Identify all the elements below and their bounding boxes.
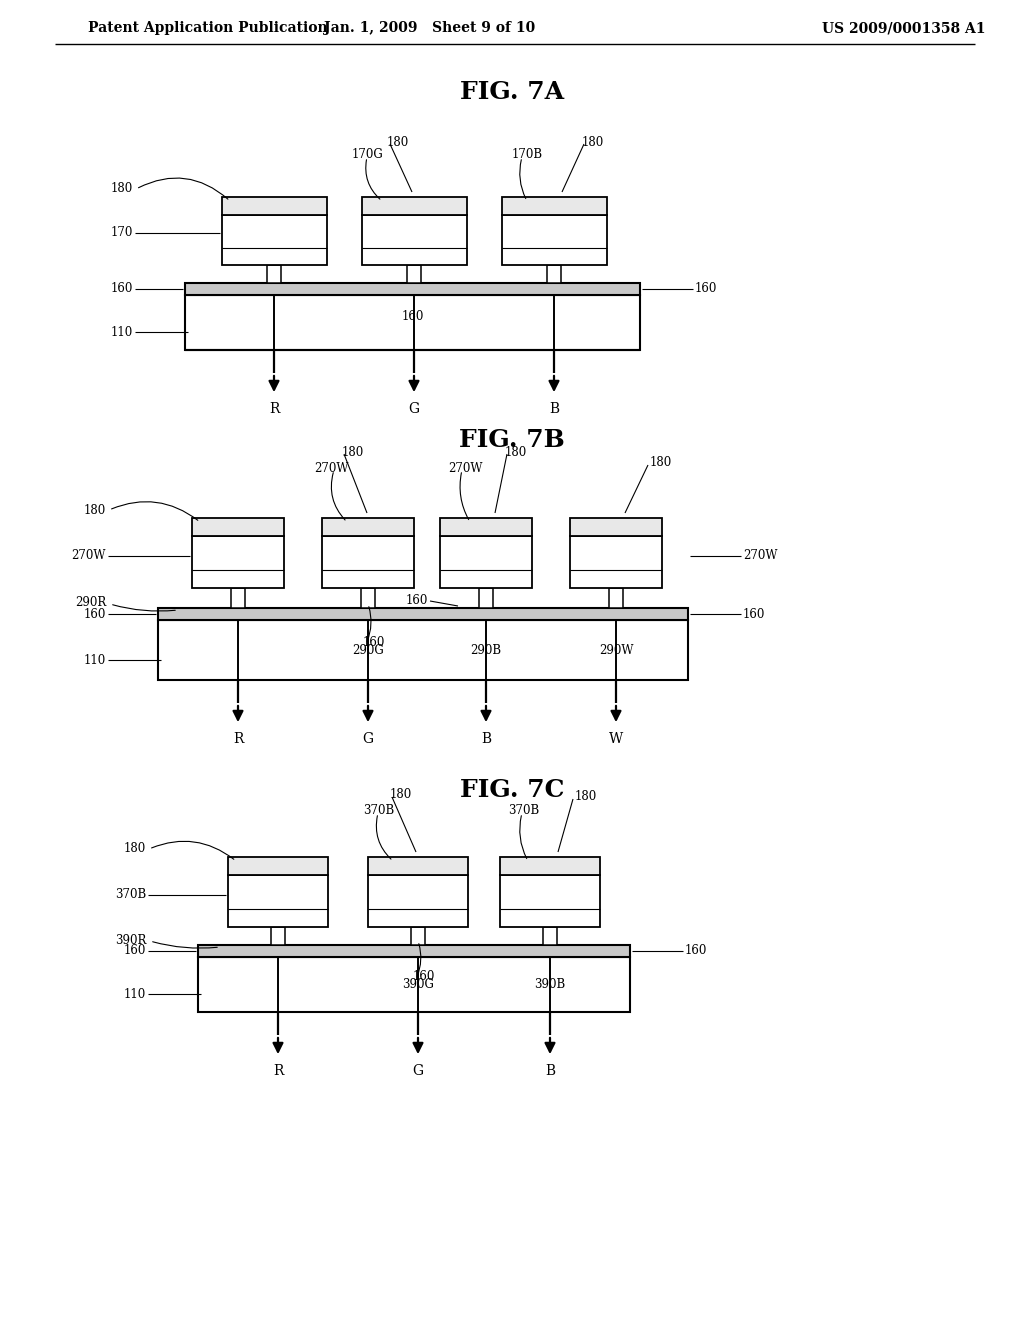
Bar — [267, 265, 281, 282]
Bar — [362, 215, 467, 265]
Bar — [440, 517, 532, 536]
Bar — [271, 927, 285, 945]
Bar — [502, 215, 607, 265]
Text: FIG. 7C: FIG. 7C — [460, 777, 564, 803]
Text: US 2009/0001358 A1: US 2009/0001358 A1 — [822, 21, 985, 36]
Text: B: B — [549, 403, 559, 416]
Text: Patent Application Publication: Patent Application Publication — [88, 21, 328, 36]
Text: 170: 170 — [111, 226, 133, 239]
Text: 180: 180 — [342, 446, 365, 458]
Text: 390B: 390B — [535, 978, 565, 991]
Text: 160: 160 — [406, 594, 428, 606]
Bar — [368, 875, 468, 927]
Bar — [570, 536, 662, 587]
Text: 170B: 170B — [512, 149, 543, 161]
Text: 180: 180 — [111, 182, 133, 195]
Bar — [158, 620, 688, 680]
Text: G: G — [413, 1064, 424, 1078]
Bar — [322, 536, 414, 587]
Text: 180: 180 — [387, 136, 410, 149]
Text: 160: 160 — [362, 635, 385, 648]
Bar — [198, 945, 630, 957]
Bar — [222, 215, 327, 265]
Bar — [479, 587, 493, 609]
Bar — [361, 587, 375, 609]
Text: 180: 180 — [84, 503, 106, 516]
Bar — [543, 927, 557, 945]
Text: 160: 160 — [743, 607, 765, 620]
Bar — [322, 517, 414, 536]
Text: 180: 180 — [575, 791, 597, 804]
Bar — [222, 197, 327, 215]
Bar — [609, 587, 623, 609]
Text: 110: 110 — [84, 653, 106, 667]
Text: 390G: 390G — [402, 978, 434, 991]
Text: 110: 110 — [111, 326, 133, 338]
Text: 270W: 270W — [72, 549, 106, 562]
Bar — [547, 265, 561, 282]
Bar — [500, 875, 600, 927]
Text: 180: 180 — [582, 136, 604, 149]
Text: 110: 110 — [124, 987, 146, 1001]
Text: R: R — [269, 403, 280, 416]
Text: FIG. 7B: FIG. 7B — [459, 428, 565, 451]
Bar — [411, 927, 425, 945]
Text: 160: 160 — [84, 607, 106, 620]
Text: 370B: 370B — [362, 804, 394, 817]
Text: 290R: 290R — [75, 597, 106, 610]
Text: W: W — [609, 733, 624, 746]
Text: 270W: 270W — [314, 462, 348, 474]
Bar — [440, 536, 532, 587]
Text: 160: 160 — [695, 282, 718, 296]
Text: 160: 160 — [124, 945, 146, 957]
Bar — [193, 517, 284, 536]
Bar — [231, 587, 245, 609]
Bar — [570, 517, 662, 536]
Text: G: G — [409, 403, 420, 416]
Bar — [502, 197, 607, 215]
Text: 270W: 270W — [743, 549, 777, 562]
Bar — [193, 536, 284, 587]
Bar — [198, 957, 630, 1012]
Bar — [158, 609, 688, 620]
Text: 270W: 270W — [449, 462, 482, 474]
Bar — [185, 282, 640, 294]
Text: 160: 160 — [685, 945, 708, 957]
Text: 160: 160 — [111, 282, 133, 296]
Text: 170G: 170G — [352, 149, 384, 161]
Text: 160: 160 — [401, 310, 424, 323]
Text: 180: 180 — [505, 446, 527, 458]
Text: 370B: 370B — [508, 804, 540, 817]
Bar — [185, 294, 640, 350]
Text: B: B — [481, 733, 492, 746]
Bar — [500, 857, 600, 875]
Bar — [368, 857, 468, 875]
Bar — [407, 265, 421, 282]
Text: 180: 180 — [650, 457, 672, 470]
Bar — [228, 857, 328, 875]
Text: 290G: 290G — [352, 644, 384, 656]
Bar — [228, 875, 328, 927]
Text: 160: 160 — [413, 970, 435, 983]
Text: R: R — [232, 733, 243, 746]
Text: R: R — [272, 1064, 284, 1078]
Text: 290W: 290W — [599, 644, 633, 656]
Text: 390R: 390R — [115, 933, 146, 946]
Text: 180: 180 — [390, 788, 413, 801]
Text: FIG. 7A: FIG. 7A — [460, 81, 564, 104]
Text: 290B: 290B — [470, 644, 502, 656]
Text: 180: 180 — [124, 842, 146, 855]
Text: Jan. 1, 2009   Sheet 9 of 10: Jan. 1, 2009 Sheet 9 of 10 — [325, 21, 536, 36]
Text: B: B — [545, 1064, 555, 1078]
Text: G: G — [362, 733, 374, 746]
Bar — [362, 197, 467, 215]
Text: 370B: 370B — [115, 888, 146, 902]
